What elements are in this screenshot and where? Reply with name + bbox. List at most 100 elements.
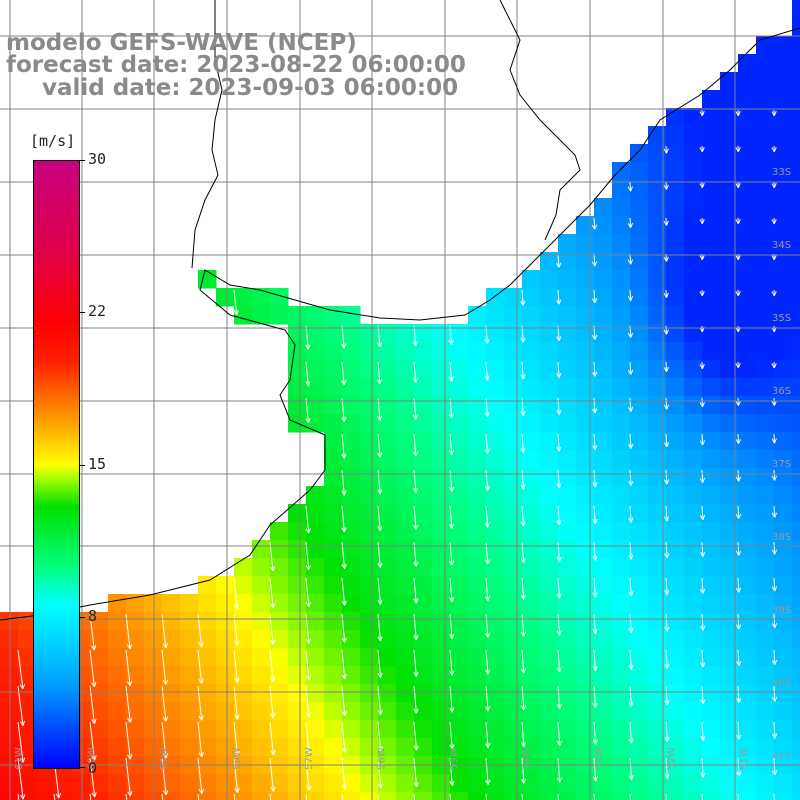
field-cell: [540, 432, 559, 451]
field-cell: [630, 792, 649, 800]
field-cell: [252, 612, 271, 631]
field-cell: [450, 414, 469, 433]
field-cell: [684, 198, 703, 217]
field-cell: [594, 792, 613, 800]
field-cell: [468, 792, 487, 800]
field-cell: [666, 702, 685, 721]
field-cell: [414, 540, 433, 559]
field-cell: [432, 378, 451, 397]
field-cell: [324, 774, 343, 793]
field-cell: [594, 486, 613, 505]
wind-vector: [161, 721, 169, 759]
field-cell: [108, 630, 127, 649]
field-cell: [522, 522, 541, 541]
field-cell: [522, 738, 541, 757]
field-cell: [558, 612, 577, 631]
field-cell: [702, 486, 721, 505]
field-cell: [720, 144, 739, 163]
field-cell: [108, 702, 127, 721]
wind-vector: [664, 577, 670, 596]
field-cell: [612, 558, 631, 577]
field-cell: [612, 180, 631, 199]
field-cell: [792, 324, 800, 343]
field-cell: [432, 522, 451, 541]
wind-vector: [305, 325, 311, 350]
field-cell: [414, 792, 433, 800]
field-cell: [522, 612, 541, 631]
field-cell: [162, 702, 181, 721]
field-cell: [774, 720, 793, 739]
wind-vector: [305, 505, 311, 534]
field-cell: [756, 576, 775, 595]
wind-vector: [591, 253, 598, 267]
field-cell: [486, 630, 505, 649]
field-cell: [468, 522, 487, 541]
field-cell: [288, 594, 307, 613]
field-cell: [18, 612, 37, 631]
field-cell: [432, 486, 451, 505]
field-cell: [504, 306, 523, 325]
field-cell: [792, 576, 800, 595]
field-cell: [504, 378, 523, 397]
field-cell: [324, 666, 343, 685]
field-cell: [756, 702, 775, 721]
field-cell: [630, 360, 649, 379]
field-cell: [378, 468, 397, 487]
field-cell: [756, 288, 775, 307]
field-cell: [342, 450, 361, 469]
field-cell: [306, 558, 325, 577]
field-cell: [558, 450, 577, 469]
field-cell: [612, 432, 631, 451]
field-cell: [648, 738, 667, 757]
field-cell: [792, 252, 800, 271]
field-cell: [414, 720, 433, 739]
wind-vector: [305, 577, 312, 607]
field-cell: [450, 738, 469, 757]
field-cell: [648, 162, 667, 181]
field-cell: [594, 288, 613, 307]
field-cell: [792, 72, 800, 91]
wind-vector: [556, 433, 562, 452]
field-cell: [666, 774, 685, 793]
field-cell: [540, 504, 559, 523]
field-cell: [630, 180, 649, 199]
field-cell: [198, 684, 217, 703]
field-cell: [234, 684, 253, 703]
field-cell: [396, 774, 415, 793]
field-cell: [396, 432, 415, 451]
field-cell: [720, 252, 739, 271]
wind-vector: [628, 613, 634, 634]
field-cell: [378, 630, 397, 649]
wind-vector: [449, 613, 455, 639]
field-cell: [414, 468, 433, 487]
wind-vector: [700, 685, 706, 705]
field-cell: [180, 630, 199, 649]
colorbar-tick-mark: [79, 617, 85, 618]
field-cell: [432, 360, 451, 379]
field-cell: [360, 648, 379, 667]
field-cell: [252, 720, 271, 739]
wind-vector: [771, 397, 777, 406]
field-cell: [90, 738, 109, 757]
field-cell: [540, 288, 559, 307]
field-cell: [504, 648, 523, 667]
wind-vector: [735, 577, 742, 593]
wind-vector: [485, 757, 491, 785]
field-cell: [702, 360, 721, 379]
field-cell: [432, 540, 451, 559]
field-cell: [378, 342, 397, 361]
field-cell: [684, 144, 703, 163]
field-cell: [450, 522, 469, 541]
field-cell: [666, 666, 685, 685]
field-cell: [792, 36, 800, 55]
field-cell: [270, 576, 289, 595]
wind-vector: [269, 757, 276, 792]
wind-vector: [736, 649, 742, 667]
wind-vector: [699, 397, 705, 408]
field-cell: [702, 144, 721, 163]
field-cell: [216, 738, 235, 757]
field-cell: [432, 432, 451, 451]
field-cell: [216, 702, 235, 721]
field-cell: [666, 180, 685, 199]
field-cell: [666, 414, 685, 433]
